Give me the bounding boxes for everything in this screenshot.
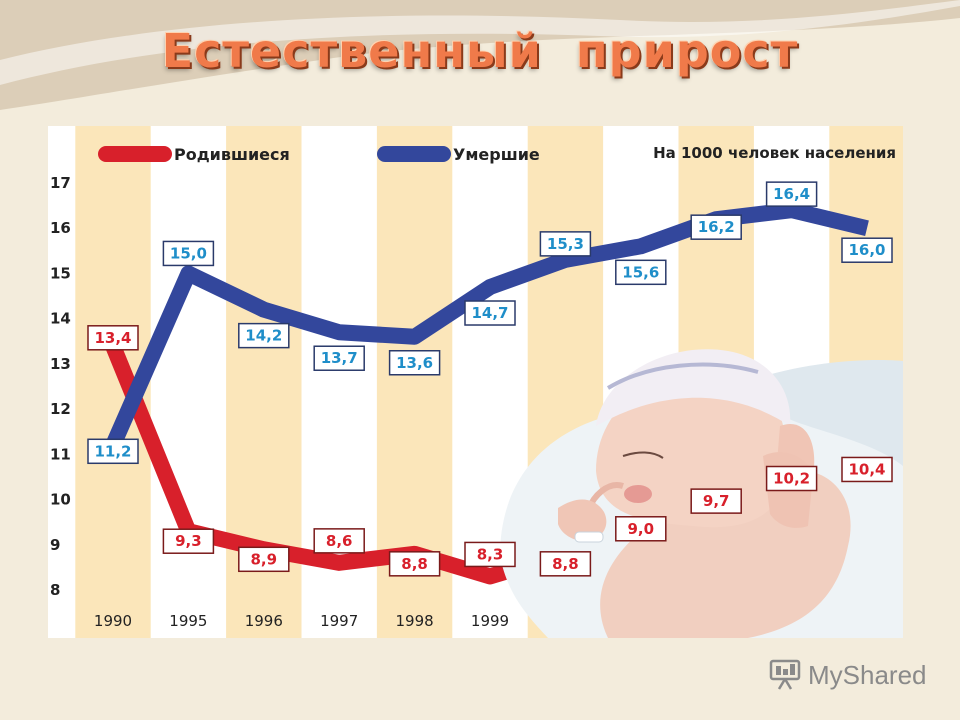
y-tick-label: 17 (50, 174, 71, 192)
data-label-text: 16,2 (698, 218, 735, 236)
data-label-text: 8,9 (251, 550, 278, 568)
data-label-box (313, 345, 365, 371)
watermark-text: MyShared (808, 659, 927, 690)
data-label-box (615, 516, 667, 542)
data-label-box (841, 456, 893, 483)
data-label: 13,7 (313, 345, 365, 371)
data-label-box (162, 528, 215, 554)
slide-title: Естественный прирост (161, 24, 799, 78)
y-tick-label: 13 (50, 355, 71, 373)
data-label-box (690, 488, 742, 514)
data-label-box (464, 300, 516, 326)
data-label-text: 13,4 (94, 329, 131, 347)
watermark: MyShared (768, 657, 927, 693)
data-label-text: 15,6 (622, 263, 659, 281)
data-label-text: 9,0 (628, 520, 655, 538)
data-label-text: 9,3 (175, 532, 202, 550)
data-label: 10,4 (841, 456, 893, 483)
chart-panel: Родившиеся Умершие На 1000 человек насел… (48, 126, 903, 638)
y-tick-label: 9 (50, 536, 60, 554)
data-label-box (238, 546, 290, 573)
data-label: 15,6 (615, 259, 667, 286)
data-label-box (690, 214, 742, 240)
data-label-box (539, 551, 592, 577)
x-tick-label: 1996 (245, 612, 283, 630)
data-label-box (539, 231, 592, 257)
chart-legend: Родившиеся Умершие На 1000 человек насел… (98, 144, 896, 164)
y-tick-label: 10 (50, 491, 71, 509)
data-label-text: 15,0 (170, 244, 207, 262)
data-label: 8,8 (539, 551, 592, 577)
data-label: 8,8 (388, 551, 441, 577)
data-label-box (313, 528, 365, 554)
legend-label-died: Умершие (453, 145, 540, 164)
data-label: 9,0 (615, 516, 667, 542)
data-label: 16,0 (841, 237, 893, 263)
data-label-text: 8,8 (552, 555, 579, 573)
data-label: 8,6 (313, 528, 365, 554)
data-label: 16,2 (690, 214, 742, 240)
data-label-box (162, 240, 215, 267)
data-label-box (87, 325, 139, 351)
line-chart: Родившиеся Умершие На 1000 человек насел… (50, 126, 903, 638)
y-axis-ticks: 8 9 10 11 12 13 14 15 16 17 (50, 174, 71, 599)
data-label: 15,0 (162, 240, 215, 267)
presentation-board-icon (769, 659, 801, 690)
data-label-text: 10,4 (848, 460, 885, 478)
x-tick-label: 1995 (169, 612, 207, 630)
data-label-text: 13,6 (396, 354, 433, 372)
data-label-text: 16,0 (848, 241, 885, 259)
data-label-text: 9,7 (703, 492, 730, 510)
data-label-text: 16,4 (773, 185, 810, 203)
data-label-box (388, 551, 441, 577)
data-label-box (87, 438, 139, 465)
x-tick-label: 1999 (471, 612, 509, 630)
data-label-text: 8,3 (477, 545, 504, 563)
data-label-box (841, 237, 893, 263)
data-label: 8,3 (464, 541, 516, 568)
y-tick-label: 11 (50, 445, 71, 463)
data-label-box (388, 350, 441, 376)
y-tick-label: 16 (50, 219, 71, 237)
data-label-text: 8,6 (326, 532, 353, 550)
data-label: 16,4 (765, 181, 818, 207)
data-label-text: 8,8 (401, 555, 428, 573)
data-label-text: 14,2 (245, 327, 282, 345)
data-label-text: 11,2 (94, 442, 131, 460)
data-label-box (765, 465, 818, 492)
data-label: 8,9 (238, 546, 290, 573)
data-label-text: 14,7 (471, 304, 508, 322)
data-label: 11,2 (87, 438, 139, 465)
data-label: 13,4 (87, 325, 139, 351)
x-tick-label: 1998 (396, 612, 434, 630)
chart-note: На 1000 человек населения (653, 144, 896, 162)
data-labels: 13,4 9,3 8,9 8,6 8,8 8,3 8,8 9,0 9,7 10,2 10,4 11,2… (87, 181, 893, 577)
data-label: 13,6 (388, 350, 441, 376)
legend-label-born: Родившиеся (174, 145, 290, 164)
data-label-box (238, 322, 290, 349)
x-tick-label: 1997 (320, 612, 358, 630)
y-tick-label: 12 (50, 400, 71, 418)
data-label: 14,2 (238, 322, 290, 349)
data-label-text: 13,7 (321, 349, 358, 367)
y-tick-label: 14 (50, 310, 71, 328)
data-label-box (615, 259, 667, 286)
data-label: 9,7 (690, 488, 742, 514)
data-label: 15,3 (539, 231, 592, 257)
y-tick-label: 8 (50, 581, 60, 599)
data-label-text: 15,3 (547, 235, 584, 253)
data-label: 9,3 (162, 528, 215, 554)
y-tick-label: 15 (50, 264, 71, 282)
data-label-box (464, 541, 516, 568)
x-tick-label: 1990 (94, 612, 132, 630)
data-label-box (765, 181, 818, 207)
data-label-text: 10,2 (773, 470, 810, 488)
data-label: 14,7 (464, 300, 516, 326)
data-label: 10,2 (765, 465, 818, 492)
